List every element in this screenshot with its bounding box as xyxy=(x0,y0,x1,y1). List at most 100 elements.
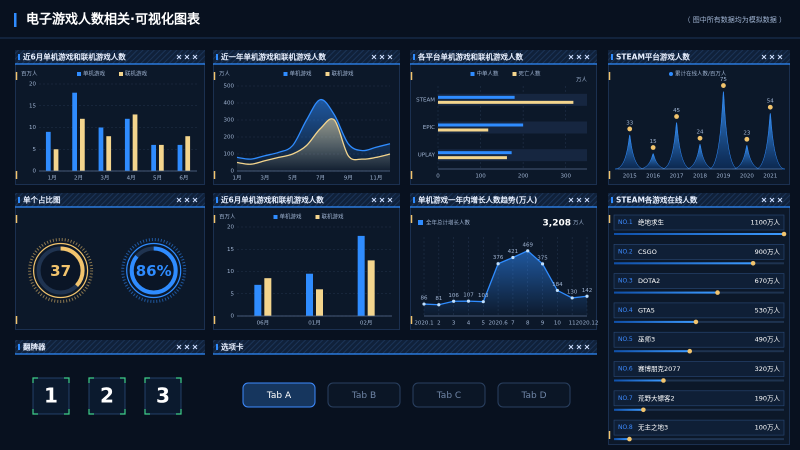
x-tick-label: 3月 xyxy=(100,175,109,182)
y-unit: 万人 xyxy=(219,71,231,78)
gauge-ring xyxy=(126,242,182,299)
line xyxy=(423,250,588,306)
point-label: 130 xyxy=(567,289,578,295)
rank-name: 无主之地3 xyxy=(638,423,668,432)
panel-icon xyxy=(176,197,182,203)
bar xyxy=(98,127,104,171)
panel-title: STEAM各游戏在线人数 xyxy=(616,195,698,205)
bar xyxy=(367,260,375,316)
panel-marker xyxy=(216,54,218,60)
tab[interactable] xyxy=(242,382,316,408)
x-tick-label: 1月 xyxy=(48,175,57,182)
value-label: 75 xyxy=(720,77,727,83)
panel-header xyxy=(410,50,597,64)
panel-icon xyxy=(192,197,198,203)
bar xyxy=(177,144,183,171)
bar xyxy=(438,100,574,104)
point xyxy=(452,299,456,303)
y-tick-label: EPIC xyxy=(423,125,435,131)
rank-knob xyxy=(781,231,787,237)
rank-row xyxy=(613,419,785,436)
panel-marker xyxy=(611,197,613,203)
rank-value: 190万人 xyxy=(755,394,781,402)
panel-title: 单个占比图 xyxy=(23,195,61,205)
spike xyxy=(708,91,739,170)
panel-header xyxy=(213,340,597,354)
rank-number: NO.7 xyxy=(618,395,633,402)
rank-row xyxy=(613,273,785,289)
y-tick-label: 15 xyxy=(227,247,234,253)
y-tick-label: 5 xyxy=(33,147,37,153)
panel-icon xyxy=(576,197,582,203)
flip-corner xyxy=(32,377,70,415)
rank-value: 1100万人 xyxy=(750,219,780,227)
value-label: 24 xyxy=(697,130,704,136)
point-label: 184 xyxy=(552,282,563,288)
panel-icon xyxy=(568,344,574,350)
panel-icon xyxy=(568,54,574,60)
tab[interactable] xyxy=(327,382,401,408)
bar xyxy=(357,235,365,316)
panel-icon xyxy=(176,54,182,60)
legend-swatch xyxy=(669,72,673,76)
rank-bar xyxy=(614,233,784,235)
tab-label[interactable]: Tab C xyxy=(436,391,461,401)
rank-value: 530万人 xyxy=(755,306,781,314)
point-label: 86 xyxy=(421,296,428,302)
panel-marker xyxy=(413,197,415,203)
flip-card xyxy=(88,377,126,415)
spike xyxy=(615,134,645,170)
point-label: 107 xyxy=(463,293,474,299)
point xyxy=(422,302,426,306)
x-tick-label: 2016 xyxy=(646,174,660,180)
y-unit: 百万人 xyxy=(219,214,236,221)
summary-value: 3,208 xyxy=(543,219,571,229)
x-tick-label: 7 xyxy=(511,321,515,327)
flip-card xyxy=(144,377,182,415)
rank-bar xyxy=(614,408,644,411)
x-unit: 万人 xyxy=(576,77,588,84)
panel-icon xyxy=(192,54,198,60)
spike xyxy=(638,153,668,170)
x-tick-label: 2月 xyxy=(74,175,83,182)
rank-bar xyxy=(614,262,754,265)
panel-title: 近6月单机游戏和联机游戏人数 xyxy=(221,195,324,205)
tab-label[interactable]: Tab D xyxy=(520,391,546,401)
flip-corner xyxy=(144,377,182,415)
panel-header xyxy=(15,193,205,207)
panel-header xyxy=(410,193,597,207)
panel-icon xyxy=(576,344,582,350)
x-tick-label: 100 xyxy=(475,174,486,180)
rank-knob xyxy=(687,348,693,354)
tab[interactable] xyxy=(497,382,571,408)
point-label: 375 xyxy=(537,255,548,261)
legend-label: 联机游戏 xyxy=(125,70,148,78)
area xyxy=(424,250,587,316)
rank-row xyxy=(613,214,785,231)
bar xyxy=(185,136,191,171)
line xyxy=(236,118,391,165)
panel-title: 选项卡 xyxy=(221,342,244,352)
summary-unit: 万人 xyxy=(573,220,585,227)
rank-number: NO.5 xyxy=(618,336,633,343)
spike xyxy=(685,143,715,170)
panel-icon xyxy=(584,197,590,203)
x-tick-label: 2020.6 xyxy=(488,321,508,327)
legend-swatch xyxy=(119,72,123,76)
x-tick-label: 3 xyxy=(452,321,456,327)
point xyxy=(585,294,589,298)
x-tick-label: 8 xyxy=(526,321,530,327)
rank-number: NO.6 xyxy=(618,366,633,373)
panel-marker xyxy=(216,344,218,350)
value-label: 23 xyxy=(743,131,750,137)
legend-swatch xyxy=(77,72,81,76)
tab[interactable] xyxy=(412,382,486,408)
x-tick-label: 1月 xyxy=(233,175,242,182)
y-tick-label: 500 xyxy=(224,84,235,90)
tab-label[interactable]: Tab A xyxy=(266,391,292,401)
rank-track xyxy=(614,438,784,441)
tab-label[interactable]: Tab B xyxy=(351,391,376,401)
y-tick-label: 0 xyxy=(231,169,235,175)
x-tick-label: 11 xyxy=(569,321,576,327)
bar xyxy=(254,284,262,316)
